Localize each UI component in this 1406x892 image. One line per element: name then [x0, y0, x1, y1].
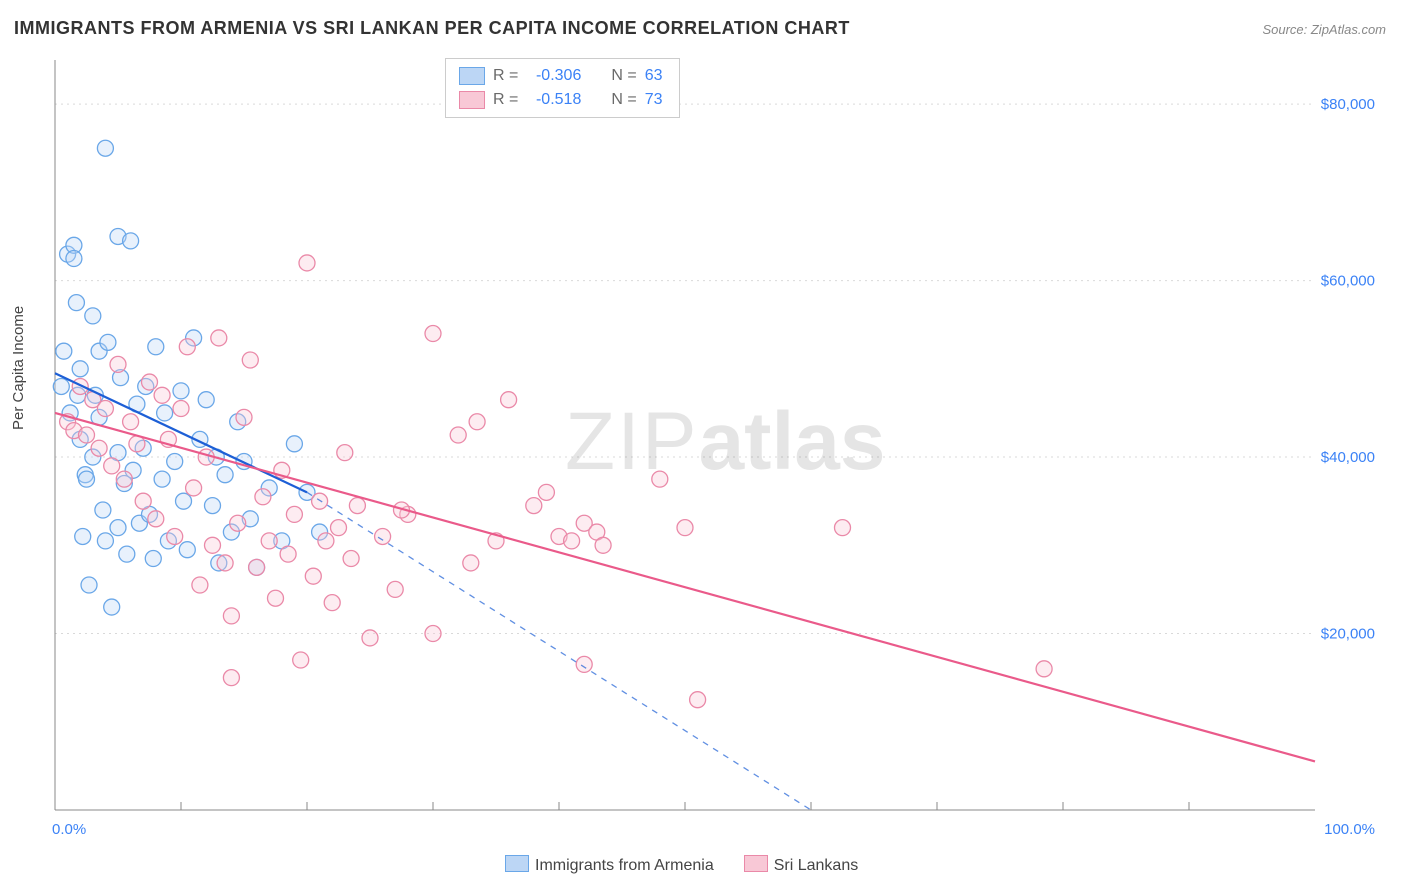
- svg-text:$80,000: $80,000: [1321, 96, 1375, 113]
- source-label: Source: ZipAtlas.com: [1262, 22, 1386, 37]
- svg-text:$60,000: $60,000: [1321, 273, 1375, 290]
- svg-text:$40,000: $40,000: [1321, 449, 1375, 466]
- plot-area: $20,000 $40,000 $60,000 $80,000 0.0% 100.0%: [50, 55, 1380, 845]
- chart-title: IMMIGRANTS FROM ARMENIA VS SRI LANKAN PE…: [14, 18, 850, 39]
- svg-text:0.0%: 0.0%: [52, 821, 86, 838]
- scatter-chart: $20,000 $40,000 $60,000 $80,000 0.0% 100.0%: [50, 55, 1380, 845]
- svg-text:100.0%: 100.0%: [1324, 821, 1375, 838]
- svg-text:$20,000: $20,000: [1321, 626, 1375, 643]
- correlation-legend: R = -0.306N = 63R = -0.518N = 73: [445, 58, 680, 118]
- series-legend: Immigrants from ArmeniaSri Lankans: [505, 855, 888, 875]
- y-axis-label: Per Capita Income: [10, 306, 27, 430]
